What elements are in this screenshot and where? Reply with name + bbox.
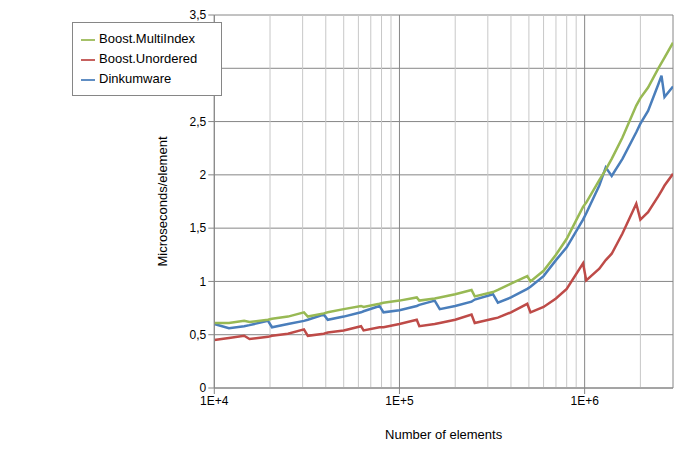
- html-text:Boost.MultiIndex: Boost.MultiIndex: [99, 31, 196, 46]
- svg-text:0,5: 0,5: [190, 328, 207, 342]
- svg-text:1E+5: 1E+5: [385, 394, 414, 408]
- html-text:Dinkumware: Dinkumware: [99, 71, 172, 86]
- html-text:Boost.Unordered: Boost.Unordered: [99, 51, 198, 66]
- svg-text:0: 0: [200, 381, 207, 395]
- svg-text:1,5: 1,5: [190, 221, 207, 235]
- svg-text:2,5: 2,5: [190, 115, 207, 129]
- svg-text:3,5: 3,5: [190, 8, 207, 22]
- svg-text:1: 1: [200, 275, 207, 289]
- svg-text:1E+4: 1E+4: [200, 394, 229, 408]
- svg-text:2: 2: [200, 168, 207, 182]
- svg-text:Microseconds/element: Microseconds/element: [155, 136, 170, 266]
- svg-text:3: 3: [200, 62, 207, 76]
- svg-text:Number of elements: Number of elements: [385, 427, 503, 442]
- svg-text:1E+6: 1E+6: [570, 394, 599, 408]
